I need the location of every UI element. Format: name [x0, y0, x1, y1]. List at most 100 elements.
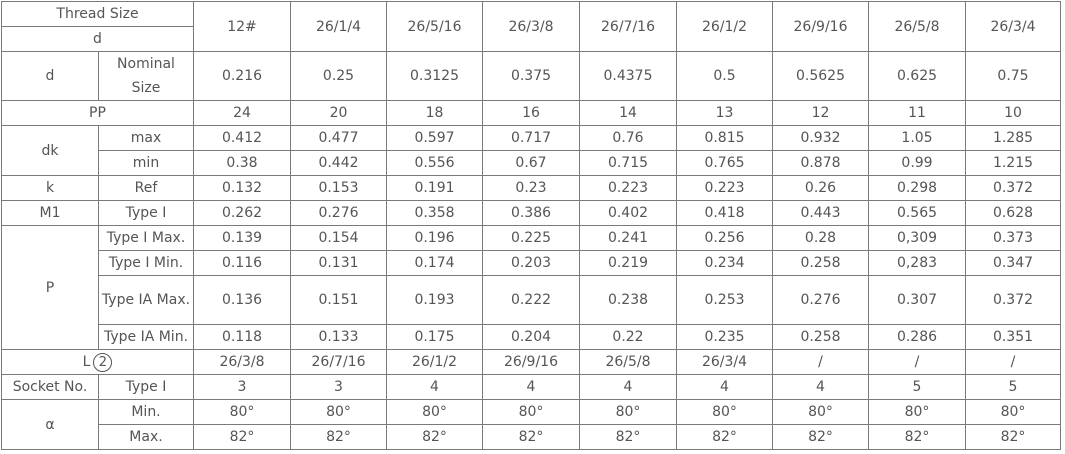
group-label-text: α: [45, 416, 55, 433]
value-cell: 0.75: [965, 51, 1061, 101]
row-group-label: dk: [1, 125, 99, 176]
value-cell: 3: [193, 374, 291, 400]
value-cell: 0.133: [290, 324, 387, 350]
table-row: Type I Min. 0.116 0.131 0.174 0.203 0.219 0.23…: [2, 250, 1061, 276]
value-cell: 0.116: [193, 250, 291, 276]
value-cell: 0.76: [579, 125, 677, 151]
value-cell: 0.373: [965, 225, 1061, 251]
value-cell: 0.815: [676, 125, 773, 151]
group-label-text: L: [82, 354, 91, 370]
value-cell: 4: [676, 374, 773, 400]
row-sub-label: Type I: [98, 200, 194, 226]
value-cell: 0.3125: [386, 51, 483, 101]
value-cell: 0.225: [482, 225, 580, 251]
value-cell: 0.565: [868, 200, 966, 226]
value-cell: 0.628: [965, 200, 1061, 226]
value-cell: 0.347: [965, 250, 1061, 276]
value-cell: 0.99: [868, 150, 966, 176]
value-cell: 0.351: [965, 324, 1061, 350]
value-cell: 0.26: [772, 175, 869, 201]
value-cell: 0,283: [868, 250, 966, 276]
group-label-text: d: [45, 68, 55, 84]
row-sub-label: max: [98, 125, 194, 151]
value-cell: 82°: [482, 424, 580, 450]
value-cell: 0.28: [772, 225, 869, 251]
row-group-label: M1: [1, 200, 99, 226]
value-cell: 0.276: [290, 200, 387, 226]
value-cell: 82°: [676, 424, 773, 450]
value-cell: 10: [965, 100, 1061, 126]
value-cell: 3: [290, 374, 387, 400]
value-cell: 1.285: [965, 125, 1061, 151]
value-cell: 0.307: [868, 275, 966, 325]
row-group-label: Socket No.: [1, 374, 99, 400]
value-cell: 0.477: [290, 125, 387, 151]
value-cell: 0.241: [579, 225, 677, 251]
value-cell: 4: [579, 374, 677, 400]
value-cell: 80°: [965, 399, 1061, 425]
table-row: min 0.38 0.442 0.556 0.67 0.715 0.765 0.878 0.99…: [2, 150, 1061, 176]
value-cell: 82°: [579, 424, 677, 450]
table-row: P Type I Max. 0.139 0.154 0.196 0.225 0.241 0.2…: [1, 225, 1061, 350]
value-cell: 80°: [386, 399, 483, 425]
circled-note-icon: 2: [93, 352, 113, 372]
row-sub-label: Type I: [98, 374, 194, 400]
value-cell: 4: [772, 374, 869, 400]
row-sub-label: Type I Min.: [98, 250, 194, 276]
table-row: Type IA Max. 0.136 0.151 0.193 0.222 0.238 0.2…: [2, 275, 1061, 325]
value-cell: 0.372: [965, 275, 1061, 325]
value-cell: 26/9/16: [482, 349, 580, 375]
value-cell: 80°: [290, 399, 387, 425]
value-cell: 0.203: [482, 250, 580, 276]
value-cell: 12: [772, 100, 869, 126]
table-row: M1 Type I 0.262 0.276 0.358 0.386 0.402 0.418 0.…: [1, 200, 1061, 226]
value-cell: 0.715: [579, 150, 677, 176]
value-cell: 26/3/4: [676, 349, 773, 375]
value-cell: 0.256: [676, 225, 773, 251]
value-cell: 13: [676, 100, 773, 126]
row-sub-label: Type IA Max.: [98, 275, 194, 325]
value-cell: 82°: [772, 424, 869, 450]
table-row: α Min. 80° 80° 80° 80° 80° 80° 80° 80° 80°: [1, 399, 1061, 450]
row-sub-label: Min.: [98, 399, 194, 425]
size-header: 26/3/8: [482, 1, 580, 52]
group-label-text: k: [45, 180, 55, 196]
value-cell: 0.139: [193, 225, 291, 251]
value-cell: 80°: [579, 399, 677, 425]
value-cell: 0.878: [772, 150, 869, 176]
value-cell: 0.151: [290, 275, 387, 325]
size-header: 26/1/2: [676, 1, 773, 52]
size-header: 26/7/16: [579, 1, 677, 52]
table-row: L 2 26/3/8 26/7/16 26/1/2 26/9/16 26/5/8 26/3/4…: [1, 349, 1061, 375]
value-cell: 0.253: [676, 275, 773, 325]
row-sub-label: min: [98, 150, 194, 176]
value-cell: 82°: [965, 424, 1061, 450]
value-cell: 0.191: [386, 175, 483, 201]
value-cell: 0.222: [482, 275, 580, 325]
value-cell: 0.4375: [579, 51, 677, 101]
value-cell: 0.23: [482, 175, 580, 201]
value-cell: 0.22: [579, 324, 677, 350]
row-sub-label: Type I Max.: [98, 225, 194, 251]
value-cell: 82°: [386, 424, 483, 450]
table-row: d Nominal Size 0.216 0.25 0.3125 0.375 0.4375 0…: [1, 51, 1061, 101]
value-cell: 0.175: [386, 324, 483, 350]
value-cell: 0.258: [772, 250, 869, 276]
value-cell: 0.358: [386, 200, 483, 226]
row-sub-label: Ref: [98, 175, 194, 201]
value-cell: 0.132: [193, 175, 291, 201]
d-header: d: [1, 26, 194, 52]
table-row: PP 24 20 18 16 14 13 12 11 10: [1, 100, 1061, 126]
value-cell: 0.223: [579, 175, 677, 201]
table-row: Max. 82° 82° 82° 82° 82° 82° 82° 82° 82°: [2, 424, 1061, 450]
value-cell: 82°: [868, 424, 966, 450]
group-label-text: M1: [39, 205, 61, 221]
value-cell: 0.196: [386, 225, 483, 251]
value-cell: 11: [868, 100, 966, 126]
value-cell: 26/7/16: [290, 349, 387, 375]
value-cell: 5: [868, 374, 966, 400]
value-cell: 0.372: [965, 175, 1061, 201]
value-cell: 24: [193, 100, 291, 126]
